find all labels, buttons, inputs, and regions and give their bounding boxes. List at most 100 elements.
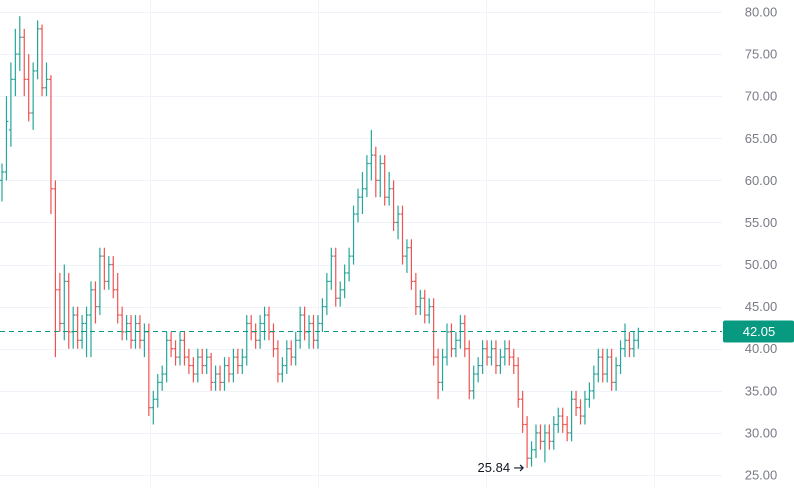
ohlc-bar [26, 54, 31, 122]
ohlc-bar [178, 331, 182, 366]
price-axis-tick-label: 60.00 [745, 173, 778, 188]
ohlc-bar [574, 390, 579, 417]
ohlc-bar [618, 340, 623, 374]
ohlc-bar [22, 28, 27, 97]
ohlc-bar [302, 306, 307, 341]
ohlc-bar [200, 348, 205, 374]
ohlc-bar [529, 441, 534, 467]
ohlc-bar [142, 323, 147, 358]
ohlc-bar [48, 75, 53, 215]
ohlc-bar [93, 281, 98, 324]
ohlc-bar [338, 281, 343, 307]
ohlc-bar [400, 205, 405, 265]
ohlc-bar [333, 247, 338, 307]
ohlc-bar [124, 315, 129, 341]
ohlc-bar [329, 247, 334, 290]
ohlc-bar [547, 424, 552, 450]
ohlc-bar [636, 327, 641, 349]
ohlc-bar [609, 348, 614, 391]
ohlc-bar [413, 272, 418, 316]
ohlc-bar [40, 24, 45, 97]
price-axis-tick-label: 35.00 [745, 383, 778, 398]
ohlc-bar [218, 365, 223, 391]
ohlc-bar [480, 340, 485, 374]
ohlc-bar [71, 306, 76, 349]
ohlc-bar [467, 340, 472, 400]
ohlc-bar [289, 340, 294, 366]
ohlc-bar [542, 424, 547, 463]
ohlc-bar [222, 357, 227, 391]
price-axis-tick-label: 30.00 [745, 425, 778, 440]
ohlc-bar [226, 357, 231, 383]
ohlc-bar [596, 348, 601, 383]
ohlc-bar [373, 146, 378, 198]
ohlc-bar [182, 331, 187, 366]
ohlc-bar [129, 315, 134, 349]
price-axis-tick-label: 40.00 [745, 341, 778, 356]
ohlc-bar [115, 272, 120, 324]
ohlc-bar [17, 16, 22, 71]
ohlc-bar [453, 331, 458, 358]
ohlc-bar [209, 352, 214, 391]
ohlc-bar [231, 348, 236, 383]
ohlc-bar [195, 348, 200, 383]
ohlc-bar [560, 407, 565, 433]
ohlc-bar [169, 331, 174, 358]
ohlc-bar [53, 180, 58, 358]
ohlc-bar [8, 62, 13, 147]
ohlc-bar [298, 306, 303, 349]
low-price-marker: 25.84 [478, 460, 524, 475]
ohlc-bar [436, 348, 441, 400]
ohlc-bar [489, 340, 494, 366]
price-axis-tick-label: 75.00 [745, 47, 778, 62]
ohlc-bar [0, 163, 4, 202]
ohlc-bar [342, 264, 347, 299]
ohlc-bar [378, 155, 383, 198]
ohlc-bar [502, 340, 507, 366]
ohlc-bar [351, 205, 356, 265]
ohlc-bar [418, 289, 423, 316]
ohlc-bar [253, 323, 258, 349]
ohlc-bar [538, 424, 543, 450]
ohlc-bar [578, 399, 583, 425]
ohlc-bar [204, 348, 209, 374]
ohlc-bar [102, 247, 107, 290]
ohlc-bar [111, 256, 116, 299]
price-axis-tick-label: 65.00 [745, 131, 778, 146]
price-axis-tick-label: 70.00 [745, 89, 778, 104]
ohlc-bar [44, 62, 49, 97]
ohlc-bar [409, 239, 414, 290]
ohlc-bar [235, 348, 240, 374]
price-axis-tick-label: 50.00 [745, 257, 778, 272]
ohlc-bar [445, 323, 449, 366]
ohlc-bar [476, 357, 481, 383]
last-price-label-bg [723, 320, 794, 343]
ohlc-bar [605, 348, 610, 383]
ohlc-bar [369, 129, 374, 181]
ohlc-bar [31, 62, 36, 130]
ohlc-bar [600, 348, 605, 383]
ohlc-bar [271, 323, 276, 358]
ohlc-bar [320, 298, 325, 332]
ohlc-bar [347, 247, 352, 282]
low-price-value: 25.84 [478, 460, 511, 475]
ohlc-bar [569, 390, 574, 442]
ohlc-bar [507, 340, 512, 366]
ohlc-bar [565, 416, 570, 442]
price-axis[interactable]: 25.00 30.00 35.00 40.00 45.00 50.00 55.00 60.00… [745, 5, 778, 483]
ohlc-bar [440, 348, 445, 391]
ohlc-bar [4, 96, 9, 181]
price-axis-tick-label: 55.00 [745, 215, 778, 230]
last-price-value: 42.05 [743, 324, 776, 339]
ohlc-bar [262, 306, 267, 341]
ohlc-bar [631, 331, 636, 358]
ohlc-bar [520, 390, 525, 433]
ohlc-bar [186, 348, 191, 374]
ohlc-bar [511, 348, 516, 374]
ohlc-bar [582, 390, 587, 425]
ohlc-bar [391, 180, 396, 231]
ohlc-bar [427, 298, 432, 324]
ohlc-bar [627, 331, 632, 358]
